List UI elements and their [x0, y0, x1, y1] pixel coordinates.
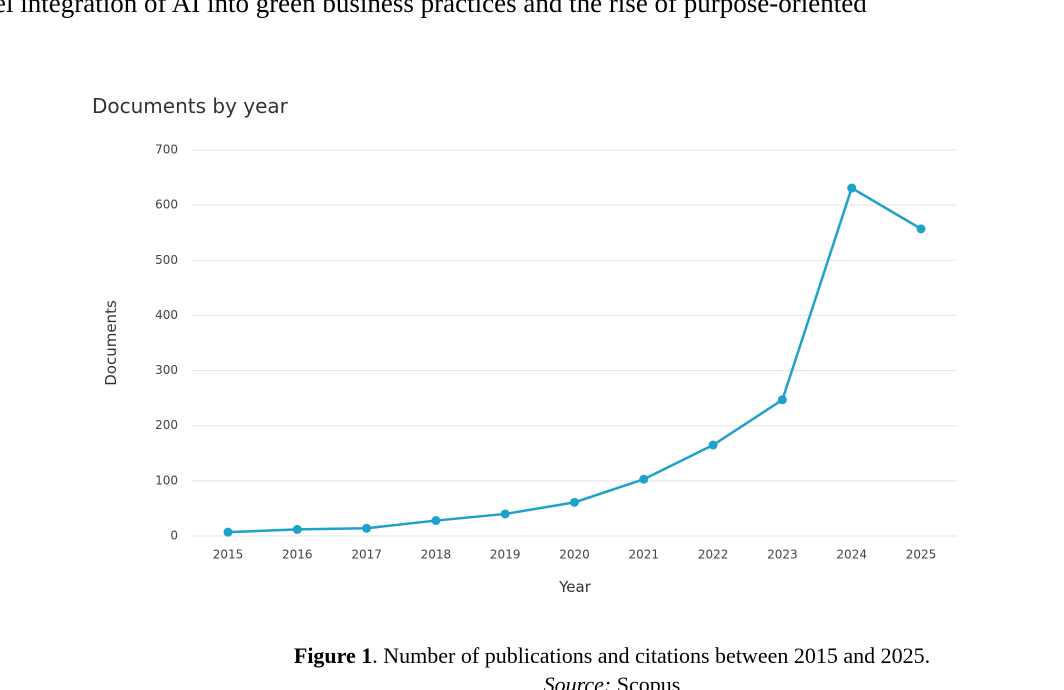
caption-label: Figure 1 [294, 643, 372, 668]
y-tick-label: 300 [155, 363, 178, 377]
x-tick-label: 2024 [836, 548, 867, 562]
text-above: el integration of AI into green business… [0, 0, 867, 18]
y-tick-label: 500 [155, 253, 178, 267]
data-point [777, 395, 787, 405]
data-point [223, 527, 233, 537]
data-point [639, 474, 649, 484]
chart-title: Documents by year [92, 94, 289, 118]
source: Source: Scopus [544, 672, 681, 690]
y-tick-label: 0 [170, 529, 178, 543]
data-point [362, 523, 372, 533]
caption-text: . Number of publications and citations b… [372, 643, 930, 668]
x-tick-label: 2025 [906, 548, 937, 562]
data-point [847, 183, 857, 193]
y-tick-label: 700 [155, 143, 178, 157]
x-tick-label: 2023 [767, 548, 798, 562]
data-point [431, 516, 441, 526]
data-point [570, 497, 579, 507]
data-point [292, 524, 302, 534]
y-tick-label: 400 [155, 308, 178, 322]
x-tick-label: 2015 [213, 548, 244, 562]
x-tick-label: 2017 [351, 548, 382, 562]
x-tick-label: 2016 [282, 548, 313, 562]
y-axis-label: Documents [102, 300, 120, 386]
x-tick-label: 2018 [421, 548, 452, 562]
y-tick-label: 100 [155, 473, 178, 487]
data-point [500, 509, 510, 519]
x-tick-label: 2022 [698, 548, 729, 562]
x-tick-label: 2020 [559, 548, 590, 562]
y-tick-label: 200 [155, 418, 178, 432]
source-text: Scopus [611, 672, 680, 690]
data-point [708, 440, 718, 450]
x-axis-label: Year [558, 578, 592, 596]
caption: Figure 1. Number of publications and cit… [294, 643, 930, 668]
y-tick-label: 600 [155, 198, 178, 212]
data-point [916, 224, 926, 234]
x-tick-label: 2021 [629, 548, 660, 562]
x-tick-label: 2019 [490, 548, 521, 562]
source-label: Source: [544, 672, 612, 690]
